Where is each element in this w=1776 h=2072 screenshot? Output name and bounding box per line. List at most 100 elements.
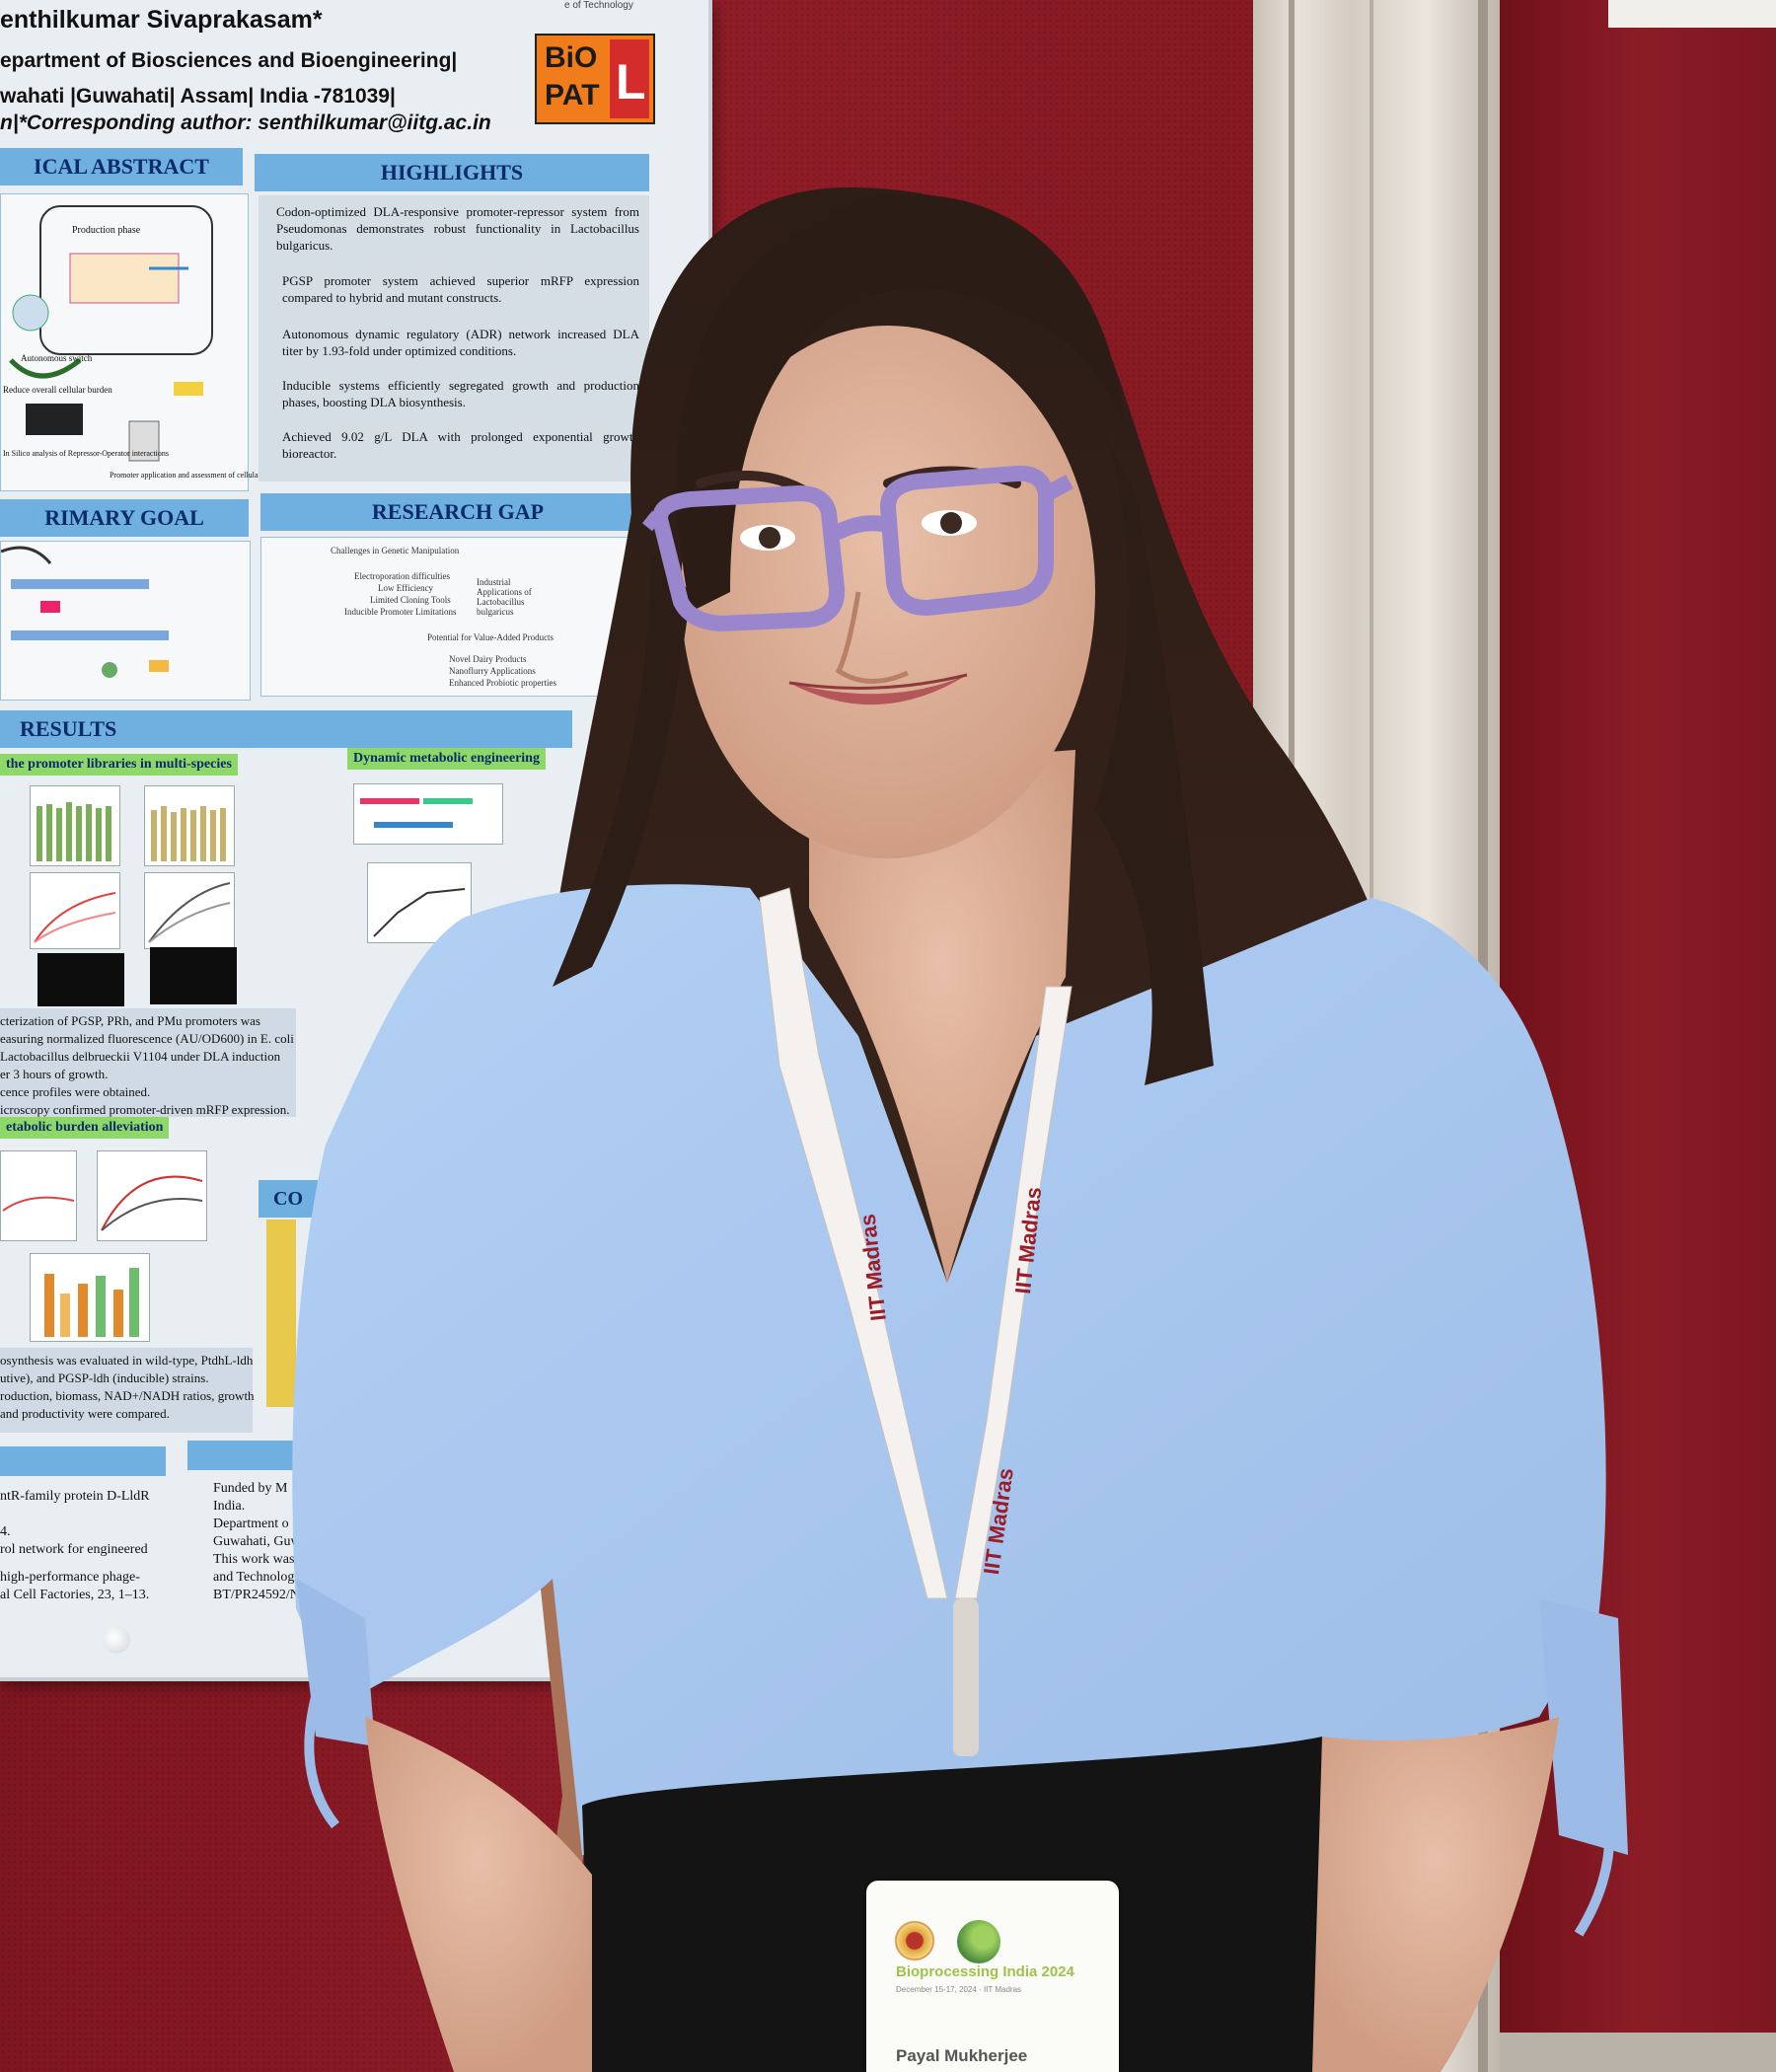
funding-line-7: BT/PR24592/NER [213, 1588, 318, 1602]
gap-label-dairy: Novel Dairy Products [449, 654, 527, 664]
neck [809, 750, 1075, 1283]
abstract-label-switch: Autonomous switch [21, 353, 93, 363]
results-caption-box: cterization of PGSP, PRh, and PMu promot… [0, 1008, 296, 1117]
highlight-2: PGSP promoter system achieved superior m… [282, 273, 639, 305]
reference-line-3: rol network for engineered [0, 1542, 148, 1557]
poster-location: wahati |Guwahati| Assam| India -781039| [0, 85, 396, 108]
right-hand [1312, 1717, 1559, 2072]
microscopy-figure-1 [37, 953, 124, 1006]
bar-figure-2 [144, 785, 235, 866]
results-tag-promoter-libraries: the promoter libraries in multi-species [0, 754, 238, 776]
section-highlights: HIGHLIGHTS [255, 154, 649, 191]
logo-line-2: PAT [545, 79, 600, 111]
burden-caption-box: osynthesis was evaluated in wild-type, P… [0, 1348, 255, 1433]
reference-line-5: al Cell Factories, 23, 1–13. [0, 1588, 150, 1602]
reference-line-2: 4. [0, 1524, 11, 1539]
badge-event-title: Bioprocessing India 2024 [896, 1963, 1074, 1980]
poster-author: enthilkumar Sivaprakasam* [0, 6, 323, 34]
left-hand [365, 1717, 592, 2072]
results-caption-6: icroscopy confirmed promoter-driven mRFP… [0, 1102, 290, 1117]
results-caption-2: easuring normalized fluorescence (AU/OD6… [0, 1031, 294, 1046]
poster-institute-fragment: e of Technology [564, 0, 633, 11]
lanyard-clip [953, 1598, 979, 1756]
burden-caption-2: utive), and PGSP-ldh (inducible) strains… [0, 1370, 209, 1385]
highlight-4: Inducible systems efficiently segregated… [282, 378, 639, 409]
gap-label-inducible: Inducible Promoter Limitations [344, 607, 457, 617]
results-caption-3: Lactobacillus delbrueckii V1104 under DL… [0, 1049, 281, 1064]
mouth [789, 675, 967, 705]
highlight-5: Achieved 9.02 g/L DLA with prolonged exp… [282, 429, 639, 461]
biopat-logo: L BiO PAT [535, 34, 655, 124]
burden-caption-4: and productivity were compared. [0, 1406, 170, 1421]
poster-department: epartment of Biosciences and Bioengineer… [0, 49, 458, 72]
funding-header [187, 1441, 296, 1470]
section-graphical-abstract: ICAL ABSTRACT [0, 148, 243, 185]
burden-caption-3: roduction, biomass, NAD+/NADH ratios, gr… [0, 1388, 255, 1403]
badge-event-dates: December 15-17, 2024 · IIT Madras [896, 1985, 1022, 1994]
conference-badge: Bioprocessing India 2024 December 15-17,… [866, 1881, 1119, 2072]
burden-caption-1: osynthesis was evaluated in wild-type, P… [0, 1353, 254, 1368]
results-caption-5: cence profiles were obtained. [0, 1084, 151, 1099]
graphical-abstract-diagram [9, 205, 213, 462]
floor [1500, 2033, 1776, 2072]
face [681, 326, 1095, 858]
results-tag-burden: etabolic burden alleviation [0, 1117, 170, 1139]
abstract-label-insilico: In Silico analysis of Repressor-Operator… [3, 449, 170, 458]
gap-label-efficiency: Low Efficiency [378, 583, 434, 593]
pathway-figure [353, 783, 503, 845]
highlight-1: Codon-optimized DLA-responsive promoter-… [276, 204, 639, 253]
highlight-3: Autonomous dynamic regulatory (ADR) netw… [282, 327, 639, 358]
badge-iit-logo [894, 1920, 935, 1961]
abstract-label-production: Production phase [72, 225, 141, 236]
logo-letter: L [616, 54, 646, 110]
gap-label-nanoflurry: Nanoflurry Applications [449, 666, 536, 676]
bar-figure-1 [30, 785, 120, 866]
badge-attendee-name: Payal Mukherjee [896, 2046, 1028, 2065]
conclusion-yellow-bar [266, 1220, 296, 1407]
gap-label-challenges: Challenges in Genetic Manipulation [331, 546, 460, 555]
funding-line-3: Department o [213, 1517, 289, 1531]
section-research-gap: RESEARCH GAP [260, 493, 655, 531]
gap-label-industrial: Industrial Applications of Lactobacillus… [477, 577, 532, 617]
push-pin [103, 1626, 130, 1654]
line-figure-1 [30, 872, 120, 949]
abstract-label-promoter: Promoter application and assessment of c… [110, 471, 285, 480]
funding-line-1: Funded by M [213, 1481, 288, 1496]
funding-line-2: India. [213, 1499, 246, 1514]
gap-label-probiotic: Enhanced Probiotic properties [449, 678, 556, 688]
funding-line-5: This work was s [213, 1552, 304, 1567]
line-figure-2 [144, 872, 235, 949]
graphical-abstract-panel: Production phase Autonomous switch Reduc… [0, 193, 284, 491]
abstract-label-burden: Reduce overall cellular burden [3, 385, 112, 395]
pinned-paper-corner [1608, 0, 1776, 28]
reference-line-4: high-performance phage- [0, 1570, 140, 1585]
gap-label-electroporation: Electroporation difficulties [354, 571, 451, 581]
poster-corresponding-author: n|*Corresponding author: senthilkumar@ii… [0, 111, 491, 134]
gap-label-cloning: Limited Cloning Tools [370, 595, 451, 605]
primary-goal-panel [0, 541, 251, 701]
research-gap-panel: Challenges in Genetic Manipulation Elect… [260, 537, 657, 697]
gap-label-value-added: Potential for Value-Added Products [427, 632, 555, 642]
microscopy-figure-2 [150, 947, 237, 1004]
blouse [292, 884, 1606, 1855]
funding-line-6: and Technolog [213, 1570, 295, 1585]
section-primary-goal: RIMARY GOAL [0, 499, 249, 537]
results-caption-1: cterization of PGSP, PRh, and PMu promot… [0, 1013, 260, 1028]
highlights-panel: Codon-optimized DLA-responsive promoter-… [259, 195, 649, 481]
results-tag-dynamic-engineering: Dynamic metabolic engineering [347, 748, 546, 770]
primary-goal-diagram [0, 546, 169, 678]
nose [835, 591, 910, 684]
logo-line-1: BiO [545, 41, 598, 74]
badge-event-logo [957, 1920, 1000, 1963]
glasses [642, 465, 1073, 631]
results-caption-4: er 3 hours of growth. [0, 1067, 109, 1081]
reference-line-1: ntR-family protein D-LldR [0, 1489, 150, 1504]
funding-line-4: Guwahati, Guw [213, 1534, 301, 1549]
burden-bar-figure [30, 1253, 150, 1342]
section-conclusion: CO [259, 1180, 318, 1218]
burden-line-figure-1 [0, 1150, 77, 1241]
lanyard [759, 887, 1073, 1599]
references-header [0, 1446, 166, 1476]
